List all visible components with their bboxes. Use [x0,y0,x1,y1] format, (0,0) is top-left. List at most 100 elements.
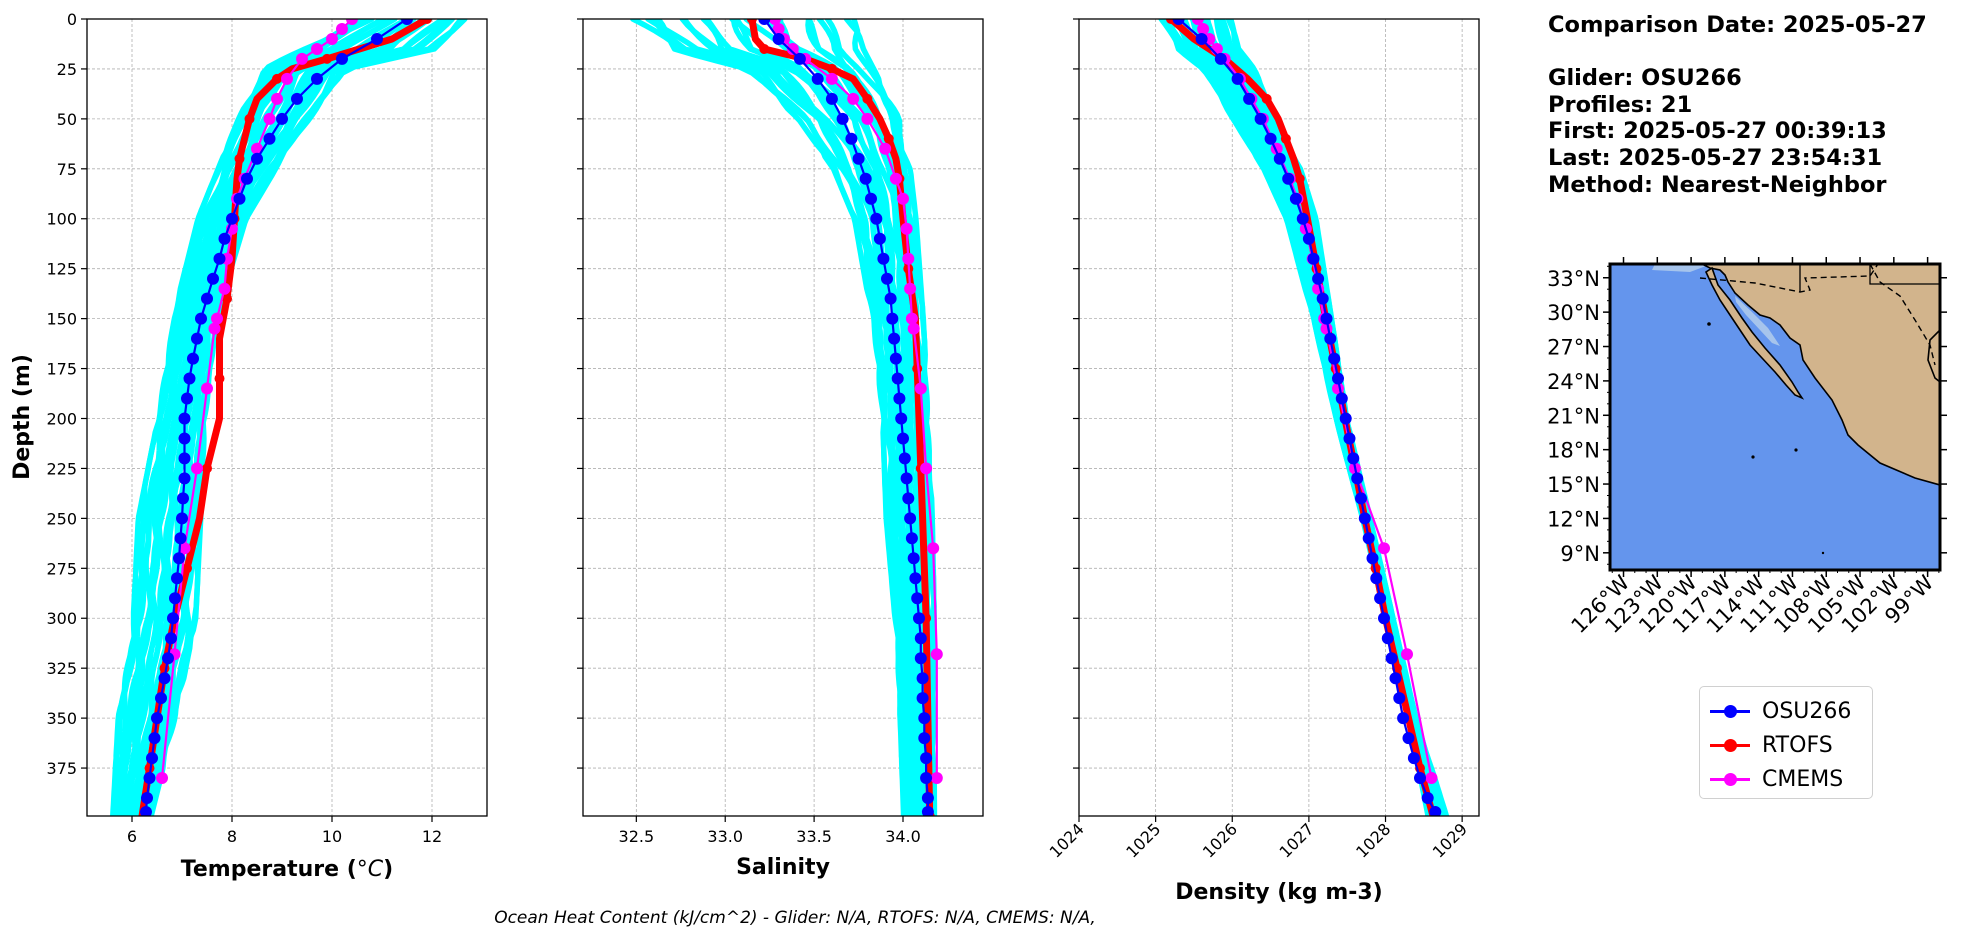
osu266-point [178,452,191,465]
x-tick-label: 8 [227,827,237,846]
temperature-x-ticks: 6 8 10 12 [127,816,442,846]
osu266-point [1385,652,1398,665]
osu266-point [218,232,231,245]
cmems-point [1378,542,1390,555]
osu266-point [178,432,191,445]
density-y-ticks [1073,18,1079,769]
osu266-point [183,372,196,385]
osu266-point [1407,752,1420,765]
glider-raw-profile [1163,19,1433,816]
rtofs-point [1280,133,1291,144]
osu266-point [1307,252,1320,265]
y-tick-label: 0 [67,10,77,29]
panel-temperature: 6 8 10 12 0 25 50 75 100 125 150 175 200 225 250 275 30… [10,10,488,882]
osu266-point [169,592,181,605]
osu266-point [1172,19,1185,25]
osu266-point [921,806,934,816]
y-tick-label: 375 [46,759,77,778]
cmems-point [825,72,838,85]
map-lat-label: 9°N [1560,542,1600,566]
salinity-x-label: Salinity [736,855,830,880]
osu266-point [207,272,219,285]
map-state-lines [1799,264,1940,292]
density-series [1166,19,1442,816]
osu266-point [1378,612,1390,625]
osu266-point [921,792,934,804]
rtofs-point [322,53,332,64]
osu266-point [151,712,163,725]
osu266-point [1296,212,1309,225]
location-map: 33°N30°N27°N24°N21°N18°N15°N12°N9°N126°W… [1547,257,1947,638]
osu266-point [1312,272,1325,285]
y-tick-label: 125 [46,260,77,279]
osu266-point [811,72,824,85]
osu266-point [1402,732,1415,745]
osu266-point [913,612,925,625]
glider-raw-profile [851,19,938,816]
legend-item-osu266: OSU266 [1710,696,1851,726]
osu266-point [897,432,909,445]
cmems-point [326,33,338,45]
osu266-point [1282,172,1295,185]
cmems-point [902,252,915,265]
osu266-point [171,572,183,585]
cmems-point [927,542,940,555]
y-tick-label: 300 [46,609,77,628]
map-island [1751,455,1755,459]
glider-raw-profile [1174,19,1434,816]
legend: OSU266 RTOFS CMEMS [1699,686,1873,799]
comparison-info: Comparison Date: 2025-05-27 Glider: OSU2… [1548,12,1927,198]
x-tick-label: 12 [422,827,442,846]
osu266-point [1243,92,1256,105]
density-x-ticks: 1024 1025 1026 1027 1028 1029 [1046,816,1471,862]
map-land-baja [1704,266,1805,400]
osu266-point [1393,692,1406,705]
cmems-point [191,462,203,475]
rtofs-point [234,153,245,164]
osu266-point [371,33,383,45]
osu266-point [859,172,872,185]
map-lat-label: 18°N [1547,439,1600,463]
cmems-point [772,23,785,35]
osu266-point [263,132,276,145]
osu266-point [825,92,838,105]
osu266-point [141,792,153,804]
osu266-point [916,692,929,705]
osu266-point [884,292,897,305]
y-tick-label: 150 [46,310,77,329]
density-axes-frame [1078,18,1480,817]
rtofs-point [1261,93,1272,104]
rtofs-point [422,19,432,24]
osu266-point [914,632,927,645]
rtofs-point [159,663,170,674]
glider-raw-profile [1164,19,1432,816]
osu266-point [918,732,931,745]
osu266-point [401,19,413,25]
osu266-point [758,19,771,25]
osu266-point [836,112,849,125]
osu266-point [911,592,924,605]
osu266-point [1347,452,1360,465]
cmems-point [930,772,943,784]
osu266-point [162,652,174,665]
cmems-point [218,282,231,295]
osu266-point [881,272,893,285]
osu266-point [1264,132,1277,145]
comparison-date: Comparison Date: 2025-05-27 [1548,12,1927,38]
osu266-point [146,752,158,765]
ocean-heat-content-note: Ocean Heat Content (kJ/cm^2) - Glider: N… [494,908,1096,928]
cmems-point [1197,23,1210,35]
osu266-point [907,552,920,565]
salinity-y-ticks [577,18,583,769]
x-tick-label: 32.5 [619,827,655,846]
cmems-point [914,382,927,395]
map-lat-label: 15°N [1547,473,1600,497]
osu266-point [870,212,883,225]
osu266-point [873,232,886,245]
salinity-x-ticks: 32.5 33.0 33.5 34.0 [619,816,921,846]
temperature-x-label: Temperature (°C) [181,857,393,882]
osu266-point [893,392,906,405]
profile-count: Profiles: 21 [1548,91,1693,118]
cmems-point [879,142,892,155]
